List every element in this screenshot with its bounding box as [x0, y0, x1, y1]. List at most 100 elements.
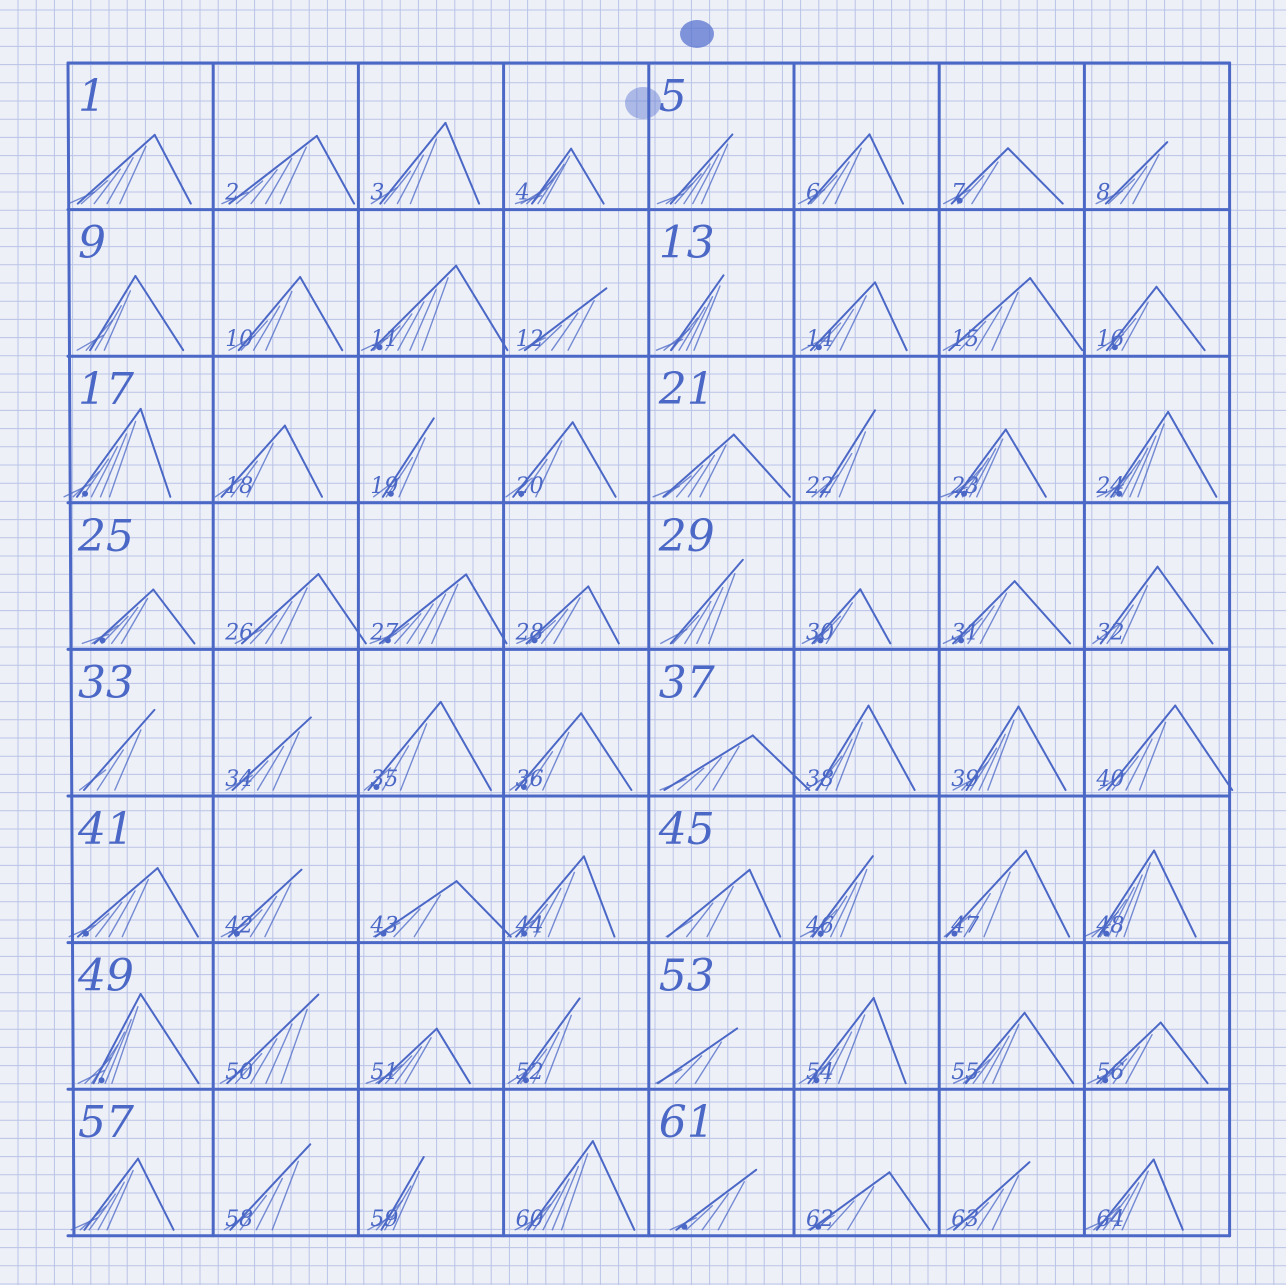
hatch-stroke: [538, 164, 564, 203]
cell-sketch: [77, 276, 183, 350]
cell-number-label: 46: [805, 914, 834, 939]
block-number-label: 53: [659, 951, 715, 1002]
hatch-stroke: [554, 598, 580, 644]
cell-sketch: [660, 735, 809, 790]
hatch-stroke: [993, 1025, 1019, 1084]
sketch-stroke: [1030, 278, 1082, 350]
block-number-label: 17: [78, 364, 134, 415]
sketch-stroke: [445, 123, 479, 204]
hatch-stroke: [545, 1015, 571, 1083]
cell-number-label: 26: [224, 620, 253, 645]
block-number-label: 41: [77, 804, 134, 855]
ink-dot: [83, 931, 89, 937]
cell-number-label: 4: [515, 181, 530, 206]
cell-sketch: [222, 136, 354, 204]
cell-sketch: [658, 134, 733, 203]
cell-number-label: 38: [806, 767, 834, 792]
hatch-stroke: [665, 476, 691, 497]
cell-number-label: 14: [806, 327, 834, 352]
cell-number-label: 10: [225, 327, 253, 352]
block-number-label: 9: [78, 218, 106, 269]
cell-sketch: [666, 870, 780, 937]
ink-dot: [99, 1077, 105, 1083]
sketch-stroke: [285, 426, 322, 497]
hatch-stroke: [89, 1194, 115, 1230]
cell-sketch: [78, 994, 198, 1083]
block-number-label: 45: [658, 804, 715, 855]
cell-number-label: 32: [1096, 620, 1124, 645]
hatch-stroke: [86, 321, 112, 351]
sketch-stroke: [1008, 148, 1063, 203]
cell-number-label: 18: [225, 474, 253, 499]
cell-number-label: 6: [806, 181, 820, 206]
sketch-stroke: [584, 856, 615, 936]
sketch-stroke: [869, 134, 903, 203]
hatch-stroke: [80, 770, 106, 790]
sketch-stroke: [155, 135, 191, 204]
ink-dot: [681, 1224, 687, 1230]
hatch-stroke: [1121, 586, 1147, 644]
sketch-stroke: [671, 560, 743, 644]
cell-number-label: 54: [806, 1060, 834, 1085]
sketch-stroke: [1015, 581, 1070, 643]
sketch-stroke: [1154, 1160, 1183, 1230]
hatch-stroke: [980, 594, 1006, 644]
hatch-stroke: [266, 292, 292, 351]
sketch-stroke: [573, 422, 616, 497]
cell-number-label: 51: [370, 1060, 398, 1085]
cell-number-label: 12: [516, 327, 544, 352]
hatch-stroke: [1126, 739, 1152, 790]
sketch-stroke: [153, 590, 194, 644]
sketch-stroke: [300, 277, 342, 350]
block-number-label: 37: [659, 657, 715, 708]
block-number-label: 61: [659, 1097, 715, 1148]
sketch-stroke: [668, 870, 750, 937]
cell-number-label: 3: [370, 181, 384, 206]
cell-number-label: 28: [515, 620, 544, 645]
cell-number-label: 59: [370, 1207, 398, 1232]
sketch-stroke: [593, 1141, 634, 1230]
hatch-stroke: [675, 174, 701, 204]
sketch-stroke: [875, 282, 907, 350]
cell-number-label: 63: [951, 1207, 979, 1232]
ink-dot: [82, 491, 88, 497]
cell-number-label: 7: [951, 181, 965, 206]
block-number-label: 25: [77, 511, 134, 562]
cell-number-label: 8: [1096, 181, 1110, 206]
sketch-stroke: [466, 574, 506, 643]
hatch-stroke: [673, 616, 699, 644]
cell-number-label: 58: [225, 1207, 253, 1232]
hatch-stroke: [122, 599, 148, 644]
block-number-label: 33: [78, 657, 134, 708]
cell-number-label: 43: [369, 914, 398, 939]
cell-number-label: 30: [806, 620, 834, 645]
cell-number-label: 22: [805, 474, 834, 499]
cell-number-label: 56: [1096, 1060, 1124, 1085]
cell-number-label: 19: [370, 474, 398, 499]
hatch-stroke: [1122, 448, 1148, 497]
cell-number-label: 23: [950, 474, 979, 499]
cell-number-label: 48: [1095, 914, 1124, 939]
cell-number-label: 20: [515, 474, 544, 499]
cell-sketch: [670, 1170, 756, 1230]
cell-number-label: 39: [951, 767, 979, 792]
cell-number-label: 34: [225, 767, 253, 792]
cell-number-label: 64: [1096, 1207, 1124, 1232]
cell-sketch: [371, 123, 479, 204]
cell-number-label: 60: [516, 1207, 544, 1232]
sketch-stroke: [664, 735, 752, 790]
cell-sketch: [69, 135, 191, 204]
hatch-stroke: [112, 1007, 138, 1083]
sketch-stroke: [532, 149, 571, 204]
cell-number-label: 15: [951, 327, 979, 352]
cell-number-label: 2: [224, 181, 239, 206]
sketch-stroke: [1019, 707, 1066, 790]
block-number-label: 13: [659, 218, 715, 269]
cell-sketch: [656, 1028, 737, 1083]
cell-number-label: 24: [1095, 474, 1124, 499]
block-number-label: 5: [659, 71, 687, 122]
hatch-stroke: [80, 1206, 106, 1230]
block-number-label: 49: [77, 951, 134, 1002]
